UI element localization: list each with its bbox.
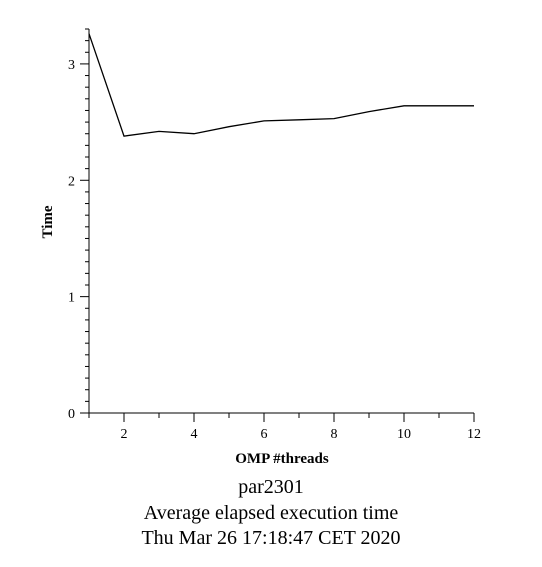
chart-timestamp: Thu Mar 26 17:18:47 CET 2020 (141, 527, 401, 549)
x-tick-label: 10 (397, 427, 411, 442)
x-tick-label: 12 (467, 427, 481, 442)
x-tick-label: 6 (261, 427, 268, 442)
y-axis: 0 1 2 3 (68, 28, 90, 422)
y-tick-label: 0 (68, 407, 75, 422)
x-tick-label: 2 (121, 427, 128, 442)
y-axis-title: Time (40, 205, 56, 238)
chart-title: par2301 (238, 476, 304, 498)
y-tick-label: 2 (68, 174, 75, 189)
x-tick-label: 4 (191, 427, 198, 442)
x-tick-label: 8 (331, 427, 338, 442)
y-tick-label: 3 (68, 58, 75, 73)
x-axis-title: OMP #threads (235, 451, 329, 467)
y-tick-label: 1 (68, 291, 75, 306)
series-line (88, 33, 474, 137)
x-axis: 2 4 6 8 10 12 (88, 412, 481, 442)
chart-subtitle: Average elapsed execution time (143, 502, 399, 524)
series-group (88, 33, 474, 137)
